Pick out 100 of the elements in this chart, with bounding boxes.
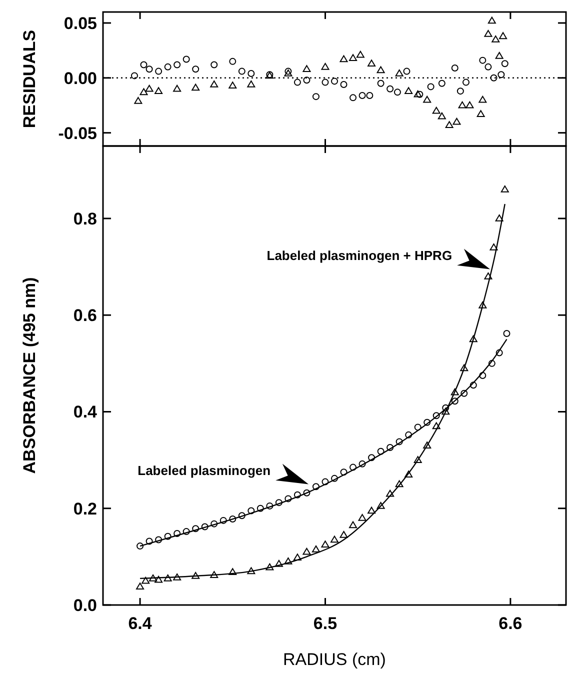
point xyxy=(155,68,162,75)
point xyxy=(377,80,384,87)
point xyxy=(498,71,505,78)
point xyxy=(154,576,163,583)
point xyxy=(330,536,338,543)
point xyxy=(140,61,148,68)
y-tick-label: 0.0 xyxy=(73,596,97,615)
point xyxy=(340,80,348,88)
point xyxy=(451,64,458,72)
point xyxy=(414,90,422,98)
point xyxy=(173,573,182,580)
point xyxy=(460,390,468,397)
point xyxy=(460,364,468,372)
point xyxy=(414,424,422,431)
point xyxy=(495,214,504,222)
point xyxy=(492,35,500,42)
y-tick-label: 0.4 xyxy=(73,402,98,422)
point xyxy=(182,56,190,63)
point xyxy=(499,32,508,40)
point xyxy=(238,512,246,520)
point xyxy=(284,495,292,502)
point xyxy=(386,444,394,451)
y-tick-label: 0.6 xyxy=(73,306,97,326)
point xyxy=(462,78,470,86)
point xyxy=(201,523,208,530)
point xyxy=(386,85,394,92)
point xyxy=(488,16,496,24)
point xyxy=(294,491,301,498)
x-tick-label: 6.4 xyxy=(128,614,152,633)
point xyxy=(416,90,424,98)
point xyxy=(386,490,394,497)
point xyxy=(368,454,376,462)
point xyxy=(478,301,487,308)
point xyxy=(442,408,450,415)
point xyxy=(403,68,410,75)
point xyxy=(322,78,329,86)
point xyxy=(368,506,376,514)
point xyxy=(503,330,510,337)
point xyxy=(266,502,274,510)
point xyxy=(321,62,330,70)
point xyxy=(247,567,256,574)
point xyxy=(445,121,454,128)
point xyxy=(405,431,412,438)
point xyxy=(376,66,385,74)
x-tick-label: 6.5 xyxy=(313,614,338,633)
annotation: Labeled plasminogen xyxy=(138,462,271,478)
point xyxy=(331,474,338,482)
point xyxy=(228,568,237,576)
point xyxy=(490,74,498,82)
point xyxy=(192,84,200,91)
point xyxy=(450,388,459,396)
point xyxy=(424,418,431,426)
point xyxy=(146,66,153,73)
point xyxy=(469,335,478,342)
point xyxy=(164,532,172,540)
point xyxy=(404,87,413,94)
point xyxy=(423,96,432,103)
point xyxy=(274,560,283,567)
point xyxy=(322,478,329,486)
point xyxy=(366,92,374,99)
point xyxy=(377,448,384,455)
point xyxy=(164,63,172,70)
point xyxy=(134,96,142,104)
point xyxy=(458,101,466,108)
point xyxy=(368,60,376,67)
point xyxy=(495,52,504,59)
point xyxy=(496,349,503,356)
point xyxy=(210,80,218,88)
y-tick-label: 0.2 xyxy=(73,499,97,518)
point xyxy=(145,84,154,92)
point xyxy=(404,470,413,478)
point xyxy=(432,422,440,430)
point xyxy=(247,80,256,88)
point xyxy=(220,516,227,524)
point xyxy=(488,360,496,367)
point xyxy=(174,530,181,537)
x-axis-title: RADIUS (cm) xyxy=(283,650,386,669)
y-axis-title: RESIDUALS xyxy=(20,30,39,128)
point xyxy=(302,548,311,555)
point xyxy=(210,571,218,578)
point xyxy=(356,50,364,58)
point xyxy=(149,574,158,582)
point xyxy=(394,88,401,96)
point xyxy=(376,502,385,509)
point xyxy=(284,70,292,76)
point xyxy=(294,78,301,86)
point xyxy=(484,272,492,280)
point xyxy=(284,558,292,564)
point xyxy=(192,572,200,579)
point xyxy=(192,525,200,532)
point xyxy=(146,538,153,545)
point xyxy=(470,382,477,389)
point xyxy=(340,468,348,476)
point xyxy=(182,528,190,536)
x-tick-label: 6.6 xyxy=(498,614,522,633)
point xyxy=(500,185,509,192)
point xyxy=(395,480,404,488)
point xyxy=(478,96,487,103)
point xyxy=(164,574,172,582)
point xyxy=(136,542,144,550)
